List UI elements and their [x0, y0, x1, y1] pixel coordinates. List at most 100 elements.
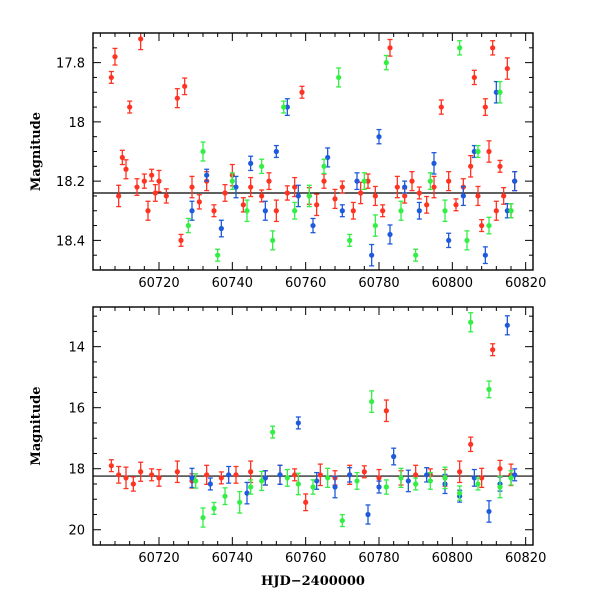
data-point — [350, 208, 356, 214]
data-point — [321, 163, 327, 169]
x-tick-label: 60800 — [432, 276, 473, 291]
data-point — [442, 475, 448, 481]
data-point — [387, 231, 393, 238]
data-point — [460, 193, 466, 199]
data-point — [383, 408, 389, 414]
data-point — [108, 74, 114, 81]
data-point — [306, 193, 312, 199]
data-point — [369, 398, 375, 405]
data-point — [339, 517, 345, 524]
y-tick-label: 14 — [68, 341, 85, 356]
data-point — [200, 148, 206, 155]
data-point — [314, 478, 320, 484]
data-point — [207, 481, 213, 487]
data-point — [156, 178, 162, 184]
data-point — [127, 104, 133, 110]
data-point — [237, 499, 243, 505]
data-point — [332, 484, 338, 490]
x-axis-label: HJD−2400000 — [261, 574, 365, 589]
data-point — [321, 178, 327, 184]
data-point — [504, 322, 510, 328]
data-point — [108, 463, 114, 469]
series-1 — [189, 80, 518, 267]
data-point — [134, 184, 140, 190]
y-tick-label: 18 — [68, 463, 85, 478]
x-tick-label: 60760 — [285, 276, 326, 291]
data-point — [431, 160, 437, 166]
data-point — [116, 193, 122, 199]
data-point — [457, 490, 463, 496]
data-point — [163, 193, 169, 199]
data-point — [427, 178, 433, 184]
data-point — [361, 178, 367, 184]
data-point — [497, 466, 503, 472]
data-point — [398, 475, 404, 481]
data-point — [508, 475, 514, 481]
data-point — [259, 193, 265, 199]
y-axis-label: Magnitude — [29, 386, 44, 465]
data-point — [215, 252, 221, 258]
data-point — [475, 148, 481, 155]
data-point — [178, 237, 184, 243]
data-point — [222, 493, 228, 499]
data-point — [376, 484, 382, 490]
data-point — [486, 386, 492, 392]
x-tick-label: 60820 — [505, 276, 546, 291]
data-point — [475, 193, 481, 199]
data-point — [497, 484, 503, 490]
data-point — [211, 208, 217, 214]
data-point — [365, 511, 371, 518]
data-point — [310, 222, 316, 229]
data-point — [244, 208, 250, 214]
data-point — [156, 475, 162, 481]
data-point — [468, 319, 474, 325]
data-point — [486, 222, 492, 229]
data-point — [361, 469, 367, 475]
data-point — [281, 104, 287, 110]
data-point — [244, 490, 250, 496]
data-point — [475, 481, 481, 487]
data-point — [145, 208, 151, 214]
data-point — [270, 237, 276, 243]
data-point — [501, 193, 507, 199]
x-tick-label: 60720 — [138, 276, 179, 291]
data-point — [240, 202, 246, 208]
data-point — [446, 178, 452, 184]
data-point — [398, 208, 404, 214]
data-point — [284, 475, 290, 481]
data-point — [427, 478, 433, 484]
x-tick-label: 60760 — [285, 551, 326, 566]
data-point — [409, 178, 415, 184]
data-point — [358, 190, 364, 196]
data-point — [372, 222, 378, 229]
data-point — [123, 166, 129, 172]
data-point — [413, 481, 419, 487]
data-point — [284, 190, 290, 196]
data-point — [248, 184, 254, 190]
x-tick-label: 60780 — [358, 551, 399, 566]
data-point — [325, 475, 331, 481]
data-point — [339, 184, 345, 190]
series-0 — [108, 33, 518, 247]
data-point — [442, 208, 448, 214]
data-point — [123, 475, 129, 481]
data-point — [446, 237, 452, 243]
data-point — [380, 208, 386, 214]
data-point — [292, 208, 298, 214]
data-point — [394, 184, 400, 190]
data-point — [369, 252, 375, 258]
series-2 — [193, 312, 514, 528]
data-point — [174, 469, 180, 475]
data-point — [119, 154, 125, 161]
plot-area — [93, 33, 533, 267]
data-point — [482, 252, 488, 258]
data-point — [310, 484, 316, 490]
data-point — [262, 208, 268, 214]
data-point — [354, 178, 360, 184]
data-point — [233, 472, 239, 478]
data-point — [270, 429, 276, 435]
data-point — [295, 420, 301, 426]
data-point — [284, 104, 290, 110]
data-point — [149, 472, 155, 478]
plot-area — [93, 312, 533, 528]
